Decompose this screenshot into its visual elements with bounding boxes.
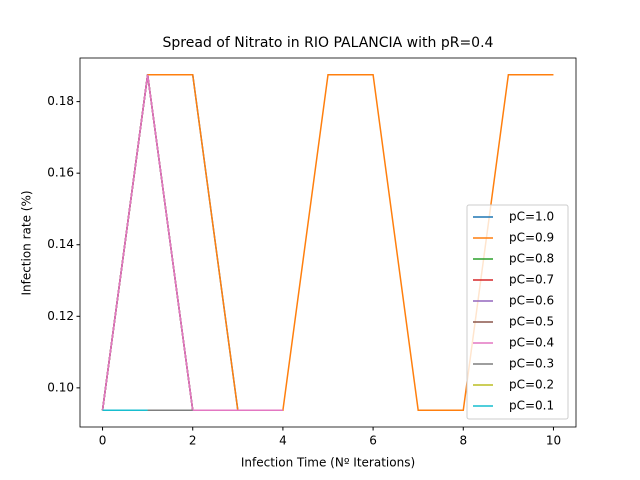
x-tick-label: 8 [459,434,467,448]
legend-label: pC=0.4 [509,336,554,350]
legend-label: pC=0.9 [509,231,554,245]
plot-frame [79,57,577,428]
y-tick-label: 0.18 [47,94,74,108]
legend-label: pC=0.8 [509,252,554,266]
legend-label: pC=0.5 [509,315,554,329]
x-axis-label: Infection Time (Nº Iterations) [241,456,415,470]
x-tick-label: 4 [279,434,287,448]
y-tick-label: 0.14 [47,237,74,251]
series-line [101,74,194,411]
series-line [101,74,283,411]
x-tick-label: 6 [369,434,377,448]
x-tick-label: 10 [546,434,561,448]
series-line [101,74,194,411]
legend-label: pC=0.2 [509,378,554,392]
legend-label: pC=0.1 [509,399,554,413]
x-tick-label: 2 [189,434,197,448]
legend: pC=1.0 pC=0.9 pC=0.8 pC=0.7 pC=0.6 pC=0.5 pC=0… [466,204,569,420]
legend-label: pC=1.0 [509,210,554,224]
y-tick-label: 0.10 [47,380,74,394]
legend-label: pC=0.7 [509,273,554,287]
y-tick-label: 0.16 [47,166,74,180]
x-tick-label: 0 [99,434,107,448]
chart-title: Spread of Nitrato in RIO PALANCIA with p… [163,35,494,51]
series-line [101,74,194,411]
y-tick-label: 0.12 [47,309,74,323]
series-line [101,74,194,411]
y-axis-label: Infection rate (%) [20,190,34,295]
legend-label: pC=0.6 [509,294,554,308]
legend-label: pC=0.3 [509,357,554,371]
